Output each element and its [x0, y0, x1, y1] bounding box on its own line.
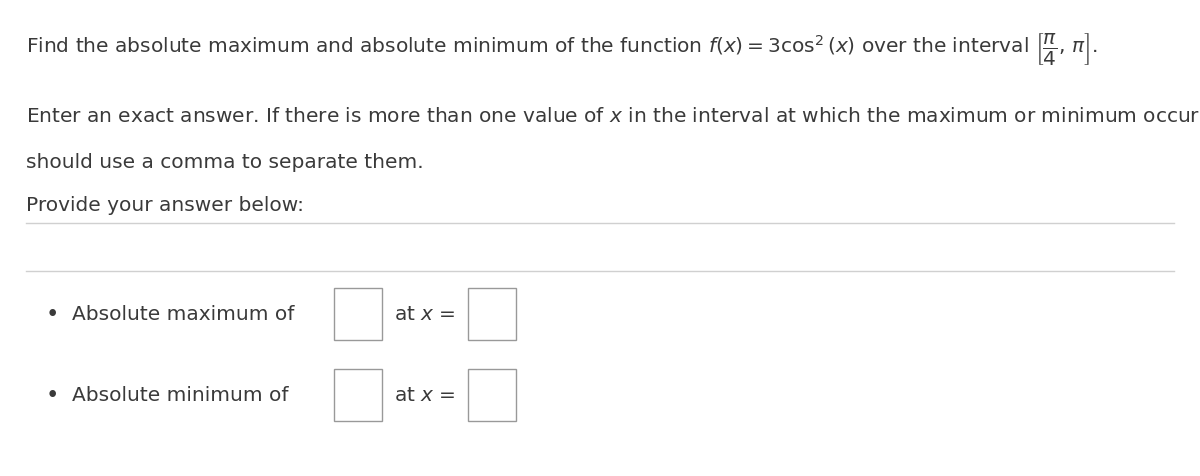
- Text: •: •: [46, 303, 59, 326]
- FancyBboxPatch shape: [468, 288, 516, 340]
- Text: should use a comma to separate them.: should use a comma to separate them.: [26, 152, 424, 171]
- Text: •: •: [46, 384, 59, 407]
- FancyBboxPatch shape: [334, 288, 382, 340]
- Text: at $x$ =: at $x$ =: [394, 305, 455, 324]
- Text: Enter an exact answer. If there is more than one value of $x$ in the interval at: Enter an exact answer. If there is more …: [26, 105, 1200, 128]
- Text: Find the absolute maximum and absolute minimum of the function $f(x) = 3\cos^2(x: Find the absolute maximum and absolute m…: [26, 31, 1098, 67]
- Text: Provide your answer below:: Provide your answer below:: [26, 195, 305, 214]
- Text: Absolute maximum of: Absolute maximum of: [72, 305, 294, 324]
- FancyBboxPatch shape: [334, 369, 382, 421]
- Text: at $x$ =: at $x$ =: [394, 386, 455, 405]
- Text: Absolute minimum of: Absolute minimum of: [72, 386, 288, 405]
- FancyBboxPatch shape: [468, 369, 516, 421]
